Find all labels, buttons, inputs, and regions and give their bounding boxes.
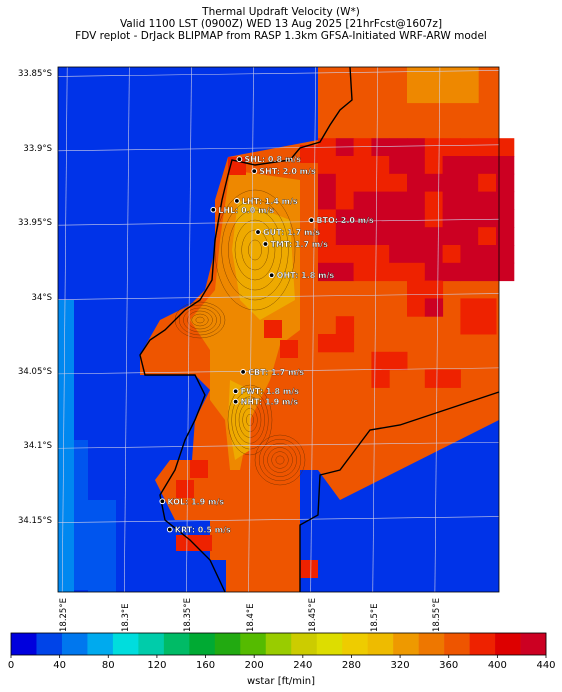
- station-nht: NHT: 1.9 m/s: [232, 397, 299, 407]
- lon-tick-label: 18.35°E: [183, 598, 194, 632]
- colorbar-tick-label: 440: [536, 660, 556, 671]
- colorbar-swatch: [291, 633, 318, 655]
- lat-tick-label: 34.1°S: [23, 441, 52, 452]
- lon-tick-label: 18.3°E: [121, 603, 132, 632]
- station-bto: BTO: 2.0 m/s: [308, 216, 374, 225]
- lon-tick-label: 18.4°E: [245, 603, 256, 632]
- station-tmt: TMT: 1.7 m/s: [262, 240, 328, 249]
- colorbar-swatch: [444, 633, 470, 655]
- lon-tick-label: 18.45°E: [307, 598, 318, 632]
- station-label: KOL: 1.9 m/s: [167, 497, 224, 506]
- colorbar-tick-label: 240: [293, 660, 313, 671]
- station-label: NHT: 1.9 m/s: [241, 398, 299, 407]
- station-cbt: CBT: 1.7 m/s: [240, 368, 304, 377]
- lat-tick-label: 33.85°S: [18, 69, 52, 80]
- station-markers: SHL: 0.8 m/s SHT: 2.0 m/s LHT: 1.4 m/sLHL:…: [159, 155, 374, 535]
- lat-tick-label: 34.15°S: [18, 515, 52, 526]
- colorbar-label: wstar [ft/min]: [246, 676, 316, 687]
- colorbar-swatch: [214, 633, 241, 655]
- station-label: LHT: 1.4 m/s: [242, 197, 298, 206]
- colorbar-tick-label: 200: [244, 660, 264, 671]
- colorbar-swatch: [36, 633, 63, 655]
- colorbar-swatch: [189, 633, 216, 655]
- colorbar-swatch: [316, 633, 343, 655]
- lon-tick-label: 18.5°E: [369, 603, 380, 632]
- station-label: TMT: 1.7 m/s: [270, 240, 328, 249]
- lat-tick-label: 33.9°S: [23, 143, 52, 154]
- station-label: SHL: 0.8 m/s: [244, 155, 301, 164]
- lon-tick-label: 18.55°E: [431, 598, 442, 632]
- title-line-2: Valid 1100 LST (0900Z) WED 13 Aug 2025 […: [119, 18, 443, 30]
- station-oht: OHT: 1.8 m/s: [268, 271, 335, 280]
- colorbar-tick-label: 160: [195, 660, 216, 671]
- colorbar-swatch: [495, 633, 521, 655]
- station-label: KRT: 0.5 m/s: [175, 526, 231, 535]
- colorbar-tick-label: 320: [390, 660, 410, 671]
- map-frame: [57, 66, 500, 593]
- colorbar-swatch: [112, 633, 139, 655]
- colorbar-swatch: [342, 633, 368, 655]
- lat-tick-label: 34.05°S: [18, 366, 52, 377]
- colorbar-swatch: [520, 633, 547, 655]
- station-krt: KRT: 0.5 m/s: [166, 525, 231, 535]
- title-line-3: FDV replot - DrJack BLIPMAP from RASP 1.…: [75, 30, 487, 42]
- colorbar-swatch: [11, 633, 37, 655]
- lat-tick-label: 34°S: [31, 292, 52, 303]
- colorbar-swatch: [138, 633, 165, 655]
- lon-tick-label: 18.25°E: [59, 598, 70, 632]
- station-label: OHT: 1.8 m/s: [277, 271, 335, 280]
- colorbar-swatch: [469, 633, 496, 655]
- station-label: FWT: 1.8 m/s: [241, 387, 300, 396]
- station-label: BTO: 2.0 m/s: [316, 216, 374, 225]
- colorbar-tick-label: 360: [439, 660, 459, 671]
- colorbar-tick-label: 40: [53, 660, 66, 671]
- lat-lon-grid: [57, 66, 500, 593]
- lat-tick-label: 33.95°S: [18, 218, 52, 229]
- coastline: [139, 66, 500, 593]
- colorbar-tick-label: 280: [341, 660, 361, 671]
- station-kol: KOL: 1.9 m/s: [159, 497, 224, 506]
- colorbar-swatch: [163, 633, 190, 655]
- station-shl: SHL: 0.8 m/s: [236, 155, 301, 164]
- colorbar-tick-label: 400: [487, 660, 507, 671]
- station-lhl: LHL: 0.0 m/s: [210, 206, 275, 215]
- terrain-contours: [174, 189, 306, 486]
- colorbar-tick-label: 120: [147, 660, 167, 671]
- colorbar-tick-label: 0: [7, 660, 15, 671]
- station-label: GUT: 1.7 m/s: [263, 228, 320, 237]
- colorbar-swatch: [393, 633, 419, 655]
- colorbar: [10, 632, 547, 658]
- station-sht: SHT: 2.0 m/s: [251, 167, 316, 176]
- colorbar-swatch: [240, 633, 267, 655]
- station-label: LHL: 0.0 m/s: [218, 206, 274, 215]
- station-gut: GUT: 1.7 m/s: [255, 228, 320, 237]
- station-lht: LHT: 1.4 m/s: [233, 197, 298, 206]
- wstar-field: [58, 67, 515, 592]
- station-label: SHT: 2.0 m/s: [259, 167, 316, 176]
- colorbar-swatch: [418, 633, 445, 655]
- title-line-1: Thermal Updraft Velocity (W*): [202, 6, 360, 18]
- colorbar-tick-label: 80: [101, 660, 115, 671]
- colorbar-swatch: [367, 633, 394, 655]
- colorbar-swatch: [87, 633, 114, 655]
- colorbar-swatch: [265, 633, 292, 655]
- station-label: CBT: 1.7 m/s: [248, 368, 304, 377]
- colorbar-swatch: [61, 633, 88, 655]
- station-fwt: FWT: 1.8 m/s: [232, 387, 300, 396]
